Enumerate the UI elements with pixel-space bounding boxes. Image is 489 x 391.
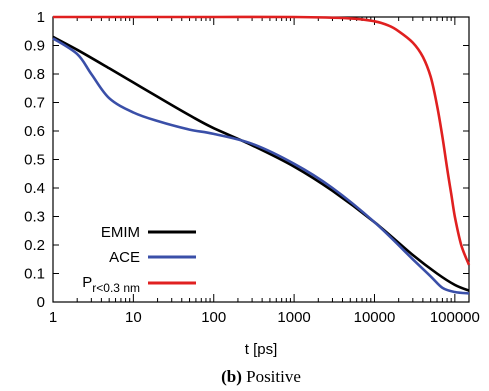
x-tick-label: 1000 (277, 309, 310, 326)
series-ace (52, 37, 470, 295)
legend-label-p-main: P (82, 274, 92, 291)
x-tick-label: 1 (49, 309, 57, 326)
legend-label-p: Pr<0.3 nm (82, 274, 140, 295)
legend-label-ace: ACE (109, 249, 140, 266)
y-tick-label: 0.9 (24, 38, 45, 55)
y-tick-label: 0.3 (24, 209, 45, 226)
caption-bold: (b) (221, 367, 242, 386)
plot-area: 0 0.1 0.2 0.3 0.4 0.5 0.6 0.7 0.8 0.9 1 1 10 100 1000… (24, 9, 480, 326)
y-axis: 0 0.1 0.2 0.3 0.4 0.5 0.6 0.7 0.8 0.9 1 (24, 9, 469, 311)
x-tick-label: 100000 (430, 309, 480, 326)
legend: EMIM ACE Pr<0.3 nm (82, 224, 196, 295)
y-tick-label: 1 (37, 9, 45, 26)
x-tick-label: 10 (125, 309, 142, 326)
series-layer (52, 15, 471, 295)
y-tick-label: 0.6 (24, 123, 45, 140)
caption-text: Positive (242, 367, 301, 386)
y-tick-label: 0 (37, 294, 45, 311)
figure-caption: (b) Positive (221, 367, 301, 386)
x-tick-label: 100 (201, 309, 226, 326)
y-tick-label: 0.4 (24, 180, 45, 197)
y-tick-label: 0.5 (24, 152, 45, 169)
legend-label-emim: EMIM (101, 224, 140, 241)
y-tick-label: 0.7 (24, 95, 45, 112)
x-tick-label: 10000 (354, 309, 396, 326)
x-axis: 1 10 100 1000 10000 100000 (49, 17, 480, 326)
y-tick-label: 0.1 (24, 266, 45, 283)
y-tick-label: 0.8 (24, 66, 45, 83)
y-tick-label: 0.2 (24, 237, 45, 254)
series-p (53, 15, 471, 266)
series-emim (52, 35, 470, 292)
legend-label-p-sub: r<0.3 nm (92, 281, 140, 295)
x-axis-label: t [ps] (245, 341, 278, 358)
